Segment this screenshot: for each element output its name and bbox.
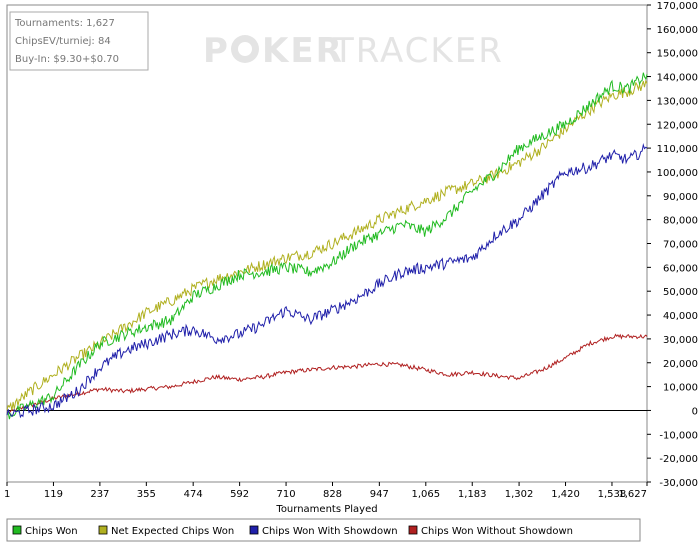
legend-swatch (98, 525, 108, 535)
info-box-frame (9, 11, 149, 71)
x-tick-label: 355 (137, 489, 156, 500)
y-tick-label: -30,000 (659, 478, 698, 489)
y-tick-label: 80,000 (663, 216, 698, 227)
y-tick-label: 0 (692, 406, 698, 417)
series-line-chips-won-without-showdown (6, 333, 648, 414)
y-tick-label: 10,000 (663, 383, 698, 394)
legend-swatch (408, 525, 418, 535)
y-tick-label: 70,000 (663, 240, 698, 251)
legend-label: Chips Won (25, 526, 78, 537)
x-tick-label: 1,183 (458, 489, 487, 500)
y-tick-label: 110,000 (657, 144, 698, 155)
legend-swatch (12, 525, 22, 535)
y-tick-label: 160,000 (657, 25, 698, 36)
pokertracker-watermark: P KER TRACKER (203, 31, 504, 71)
info-box: Tournaments: 1,627 ChipsEV/turniej: 84 B… (9, 11, 149, 71)
y-tick-label: 150,000 (657, 49, 698, 60)
legend-label: Net Expected Chips Won (111, 526, 234, 537)
watermark-text-tracker: TRACKER (332, 31, 504, 71)
y-tick-label: -20,000 (659, 454, 698, 465)
legend-label: Chips Won With Showdown (262, 526, 398, 537)
y-tick-label: 90,000 (663, 192, 698, 203)
y-tick-label: 30,000 (663, 335, 698, 346)
legend: Chips Won Net Expected Chips Won Chips Won… (6, 518, 641, 542)
x-tick-label: 474 (184, 489, 203, 500)
legend-label: Chips Won Without Showdown (421, 526, 573, 537)
x-tick-label: 1,627 (618, 489, 647, 500)
y-tick-label: 100,000 (657, 168, 698, 179)
poker-chip-center (238, 42, 252, 56)
x-tick-label: 119 (44, 489, 63, 500)
watermark-text-p: P (203, 31, 230, 71)
y-tick-label: -10,000 (659, 430, 698, 441)
series-line-chips-won-with-showdown (6, 143, 648, 419)
y-tick-label: 40,000 (663, 311, 698, 322)
info-buyin: Buy-In: $9.30+$0.70 (15, 54, 119, 65)
x-tick-label: 710 (277, 489, 296, 500)
y-tick-label: 120,000 (657, 120, 698, 131)
x-tick-label: 947 (370, 489, 389, 500)
x-tick-label: 1,420 (551, 489, 580, 500)
info-chipsev: ChipsEV/turniej: 84 (15, 36, 111, 47)
y-tick-label: 50,000 (663, 287, 698, 298)
series-line-chips-won (6, 72, 648, 420)
x-axis-title: Tournaments Played (275, 504, 377, 515)
x-tick-label: 237 (90, 489, 109, 500)
x-tick-label: 1 (4, 489, 10, 500)
series-layer (6, 72, 648, 420)
axes-layer: 170,000160,000150,000140,000130,000120,0… (4, 1, 698, 500)
legend-swatch (249, 525, 259, 535)
x-tick-label: 1,538 (598, 489, 627, 500)
y-tick-label: 130,000 (657, 96, 698, 107)
x-tick-label: 828 (323, 489, 342, 500)
y-tick-label: 60,000 (663, 263, 698, 274)
y-tick-label: 140,000 (657, 73, 698, 84)
x-tick-label: 592 (230, 489, 249, 500)
watermark-text-ker: KER (262, 31, 344, 71)
series-line-net-expected-chips-won (6, 79, 648, 411)
x-tick-label: 1,302 (505, 489, 534, 500)
y-tick-label: 170,000 (657, 1, 698, 12)
x-tick-label: 1,065 (411, 489, 440, 500)
y-tick-label: 20,000 (663, 359, 698, 370)
info-tournaments: Tournaments: 1,627 (14, 18, 115, 29)
legend-frame (6, 518, 641, 542)
